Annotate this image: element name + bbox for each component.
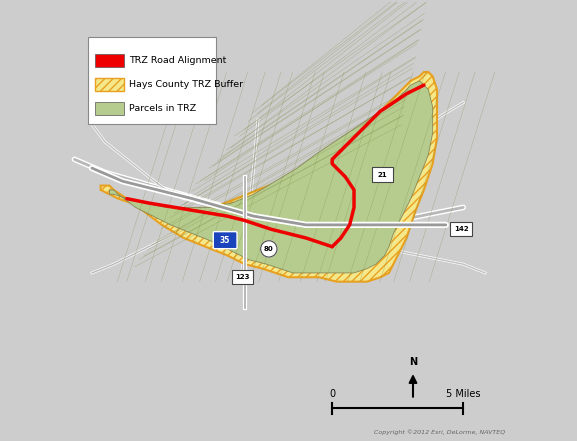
Bar [95, 54, 124, 67]
Text: 0: 0 [329, 389, 335, 399]
Text: Hays County TRZ Buffer: Hays County TRZ Buffer [129, 80, 243, 89]
Bar [232, 270, 253, 284]
Polygon shape [110, 81, 433, 273]
Bar [95, 78, 124, 91]
FancyBboxPatch shape [88, 37, 216, 124]
Bar [372, 168, 393, 182]
Text: 21: 21 [377, 172, 387, 178]
Text: 35: 35 [220, 235, 230, 245]
Text: 142: 142 [454, 226, 469, 232]
Text: Parcels in TRZ: Parcels in TRZ [129, 104, 196, 113]
Text: TRZ Road Alignment: TRZ Road Alignment [129, 56, 226, 65]
Circle shape [261, 241, 277, 257]
Text: 123: 123 [235, 274, 250, 280]
Polygon shape [100, 72, 437, 282]
FancyBboxPatch shape [213, 232, 237, 249]
Bar [451, 222, 471, 236]
Text: N: N [409, 357, 417, 367]
Bar [95, 102, 124, 115]
Text: Copyright ©2012 Esri, DeLorme, NAVTEQ: Copyright ©2012 Esri, DeLorme, NAVTEQ [373, 430, 505, 435]
Text: 80: 80 [264, 246, 273, 252]
Text: 5 Miles: 5 Miles [446, 389, 481, 399]
